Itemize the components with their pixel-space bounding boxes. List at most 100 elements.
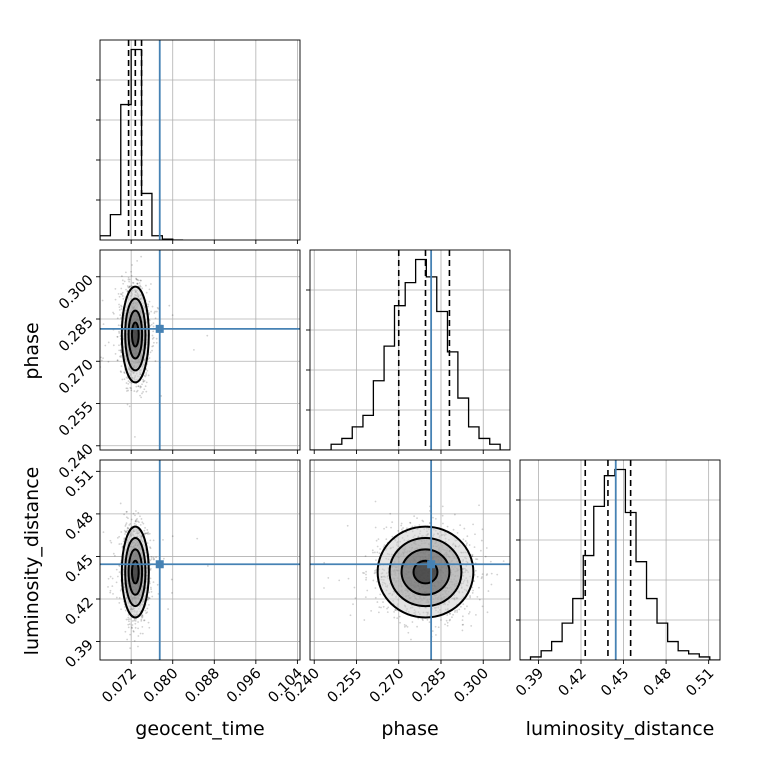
- sample-point: [461, 619, 464, 622]
- sample-point: [448, 619, 451, 622]
- sample-point: [120, 371, 123, 374]
- sample-point: [118, 303, 120, 306]
- sample-point: [474, 533, 476, 536]
- sample-point: [150, 588, 153, 591]
- sample-point: [148, 597, 151, 600]
- sample-point: [127, 278, 130, 281]
- sample-point: [110, 541, 113, 544]
- sample-point: [140, 615, 143, 618]
- sample-point: [479, 549, 482, 552]
- sample-point: [461, 623, 464, 626]
- sample-point: [432, 516, 434, 519]
- sample-point: [374, 526, 377, 529]
- sample-point: [149, 539, 152, 542]
- sample-point: [124, 606, 126, 608]
- sample-point: [471, 553, 474, 556]
- sample-point: [120, 304, 122, 307]
- sample-point: [397, 529, 400, 532]
- sample-point: [139, 285, 142, 288]
- sample-point: [421, 619, 424, 622]
- samples-luminosity_distance_vs_geocent_time: [102, 502, 209, 650]
- sample-point: [391, 535, 394, 538]
- sample-point: [422, 520, 425, 523]
- sample-point: [126, 290, 129, 293]
- sample-point: [128, 278, 131, 281]
- sample-point: [139, 515, 141, 518]
- sample-point: [413, 515, 416, 518]
- sample-point: [485, 547, 488, 549]
- contour-0: [130, 559, 140, 585]
- sample-point: [139, 279, 142, 282]
- sample-point: [157, 307, 160, 310]
- sample-point: [119, 314, 122, 316]
- sample-point: [128, 285, 131, 288]
- sample-point: [118, 332, 121, 334]
- sample-point: [112, 592, 114, 595]
- sample-point: [160, 395, 163, 397]
- sample-point: [481, 528, 484, 531]
- sample-point: [135, 390, 138, 393]
- x-tick-label: 0.39: [513, 666, 547, 700]
- sample-point: [107, 341, 110, 344]
- sample-point: [148, 532, 151, 535]
- sample-point: [391, 521, 394, 524]
- sample-point: [476, 575, 479, 578]
- sample-point: [118, 309, 121, 311]
- sample-point: [126, 285, 129, 287]
- sample-point: [463, 527, 466, 530]
- sample-point: [373, 551, 376, 554]
- sample-point: [131, 620, 134, 622]
- sample-point: [140, 518, 143, 520]
- sample-point: [459, 524, 462, 527]
- sample-point: [398, 615, 401, 618]
- panel-frame: [99, 39, 301, 241]
- sample-point: [117, 292, 120, 295]
- sample-point: [462, 603, 465, 606]
- sample-point: [118, 596, 121, 599]
- sample-point: [442, 522, 444, 525]
- sample-point: [147, 621, 150, 624]
- sample-point: [150, 558, 153, 560]
- x-tick-label: 0.096: [224, 666, 265, 707]
- sample-point: [112, 311, 114, 314]
- panel-frame: [309, 249, 511, 451]
- sample-point: [128, 405, 131, 408]
- sample-point: [386, 607, 388, 610]
- sample-point: [141, 383, 143, 386]
- sample-point: [470, 625, 473, 627]
- sample-point: [107, 360, 110, 363]
- sample-point: [125, 618, 128, 621]
- sample-point: [128, 285, 131, 288]
- y-tick-label: 0.42: [63, 595, 97, 629]
- sample-point: [140, 385, 142, 388]
- sample-point: [147, 598, 150, 601]
- sample-point: [138, 282, 141, 284]
- sample-point: [135, 520, 138, 523]
- sample-point: [130, 274, 133, 277]
- sample-point: [145, 372, 148, 374]
- sample-point: [148, 603, 150, 606]
- sample-point: [119, 355, 121, 358]
- panel-luminosity_distance-hist: 0.39 0.42 0.45 0.48 0.51: [513, 459, 721, 700]
- sample-point: [399, 621, 401, 624]
- sample-point: [206, 334, 209, 337]
- sample-point: [456, 531, 459, 534]
- sample-point: [118, 330, 120, 333]
- sample-point: [146, 607, 149, 610]
- sample-point: [372, 551, 374, 554]
- sample-point: [155, 337, 158, 340]
- sample-point: [378, 606, 381, 609]
- sample-point: [402, 527, 404, 529]
- sample-point: [421, 519, 424, 522]
- sample-point: [147, 305, 150, 308]
- sample-point: [145, 284, 147, 287]
- sample-point: [135, 385, 138, 388]
- truth-point: [155, 324, 164, 333]
- sample-point: [127, 626, 130, 629]
- sample-point: [152, 341, 155, 344]
- sample-point: [406, 527, 408, 530]
- sample-point: [354, 597, 357, 600]
- sample-point: [102, 323, 105, 326]
- sample-point: [380, 606, 382, 609]
